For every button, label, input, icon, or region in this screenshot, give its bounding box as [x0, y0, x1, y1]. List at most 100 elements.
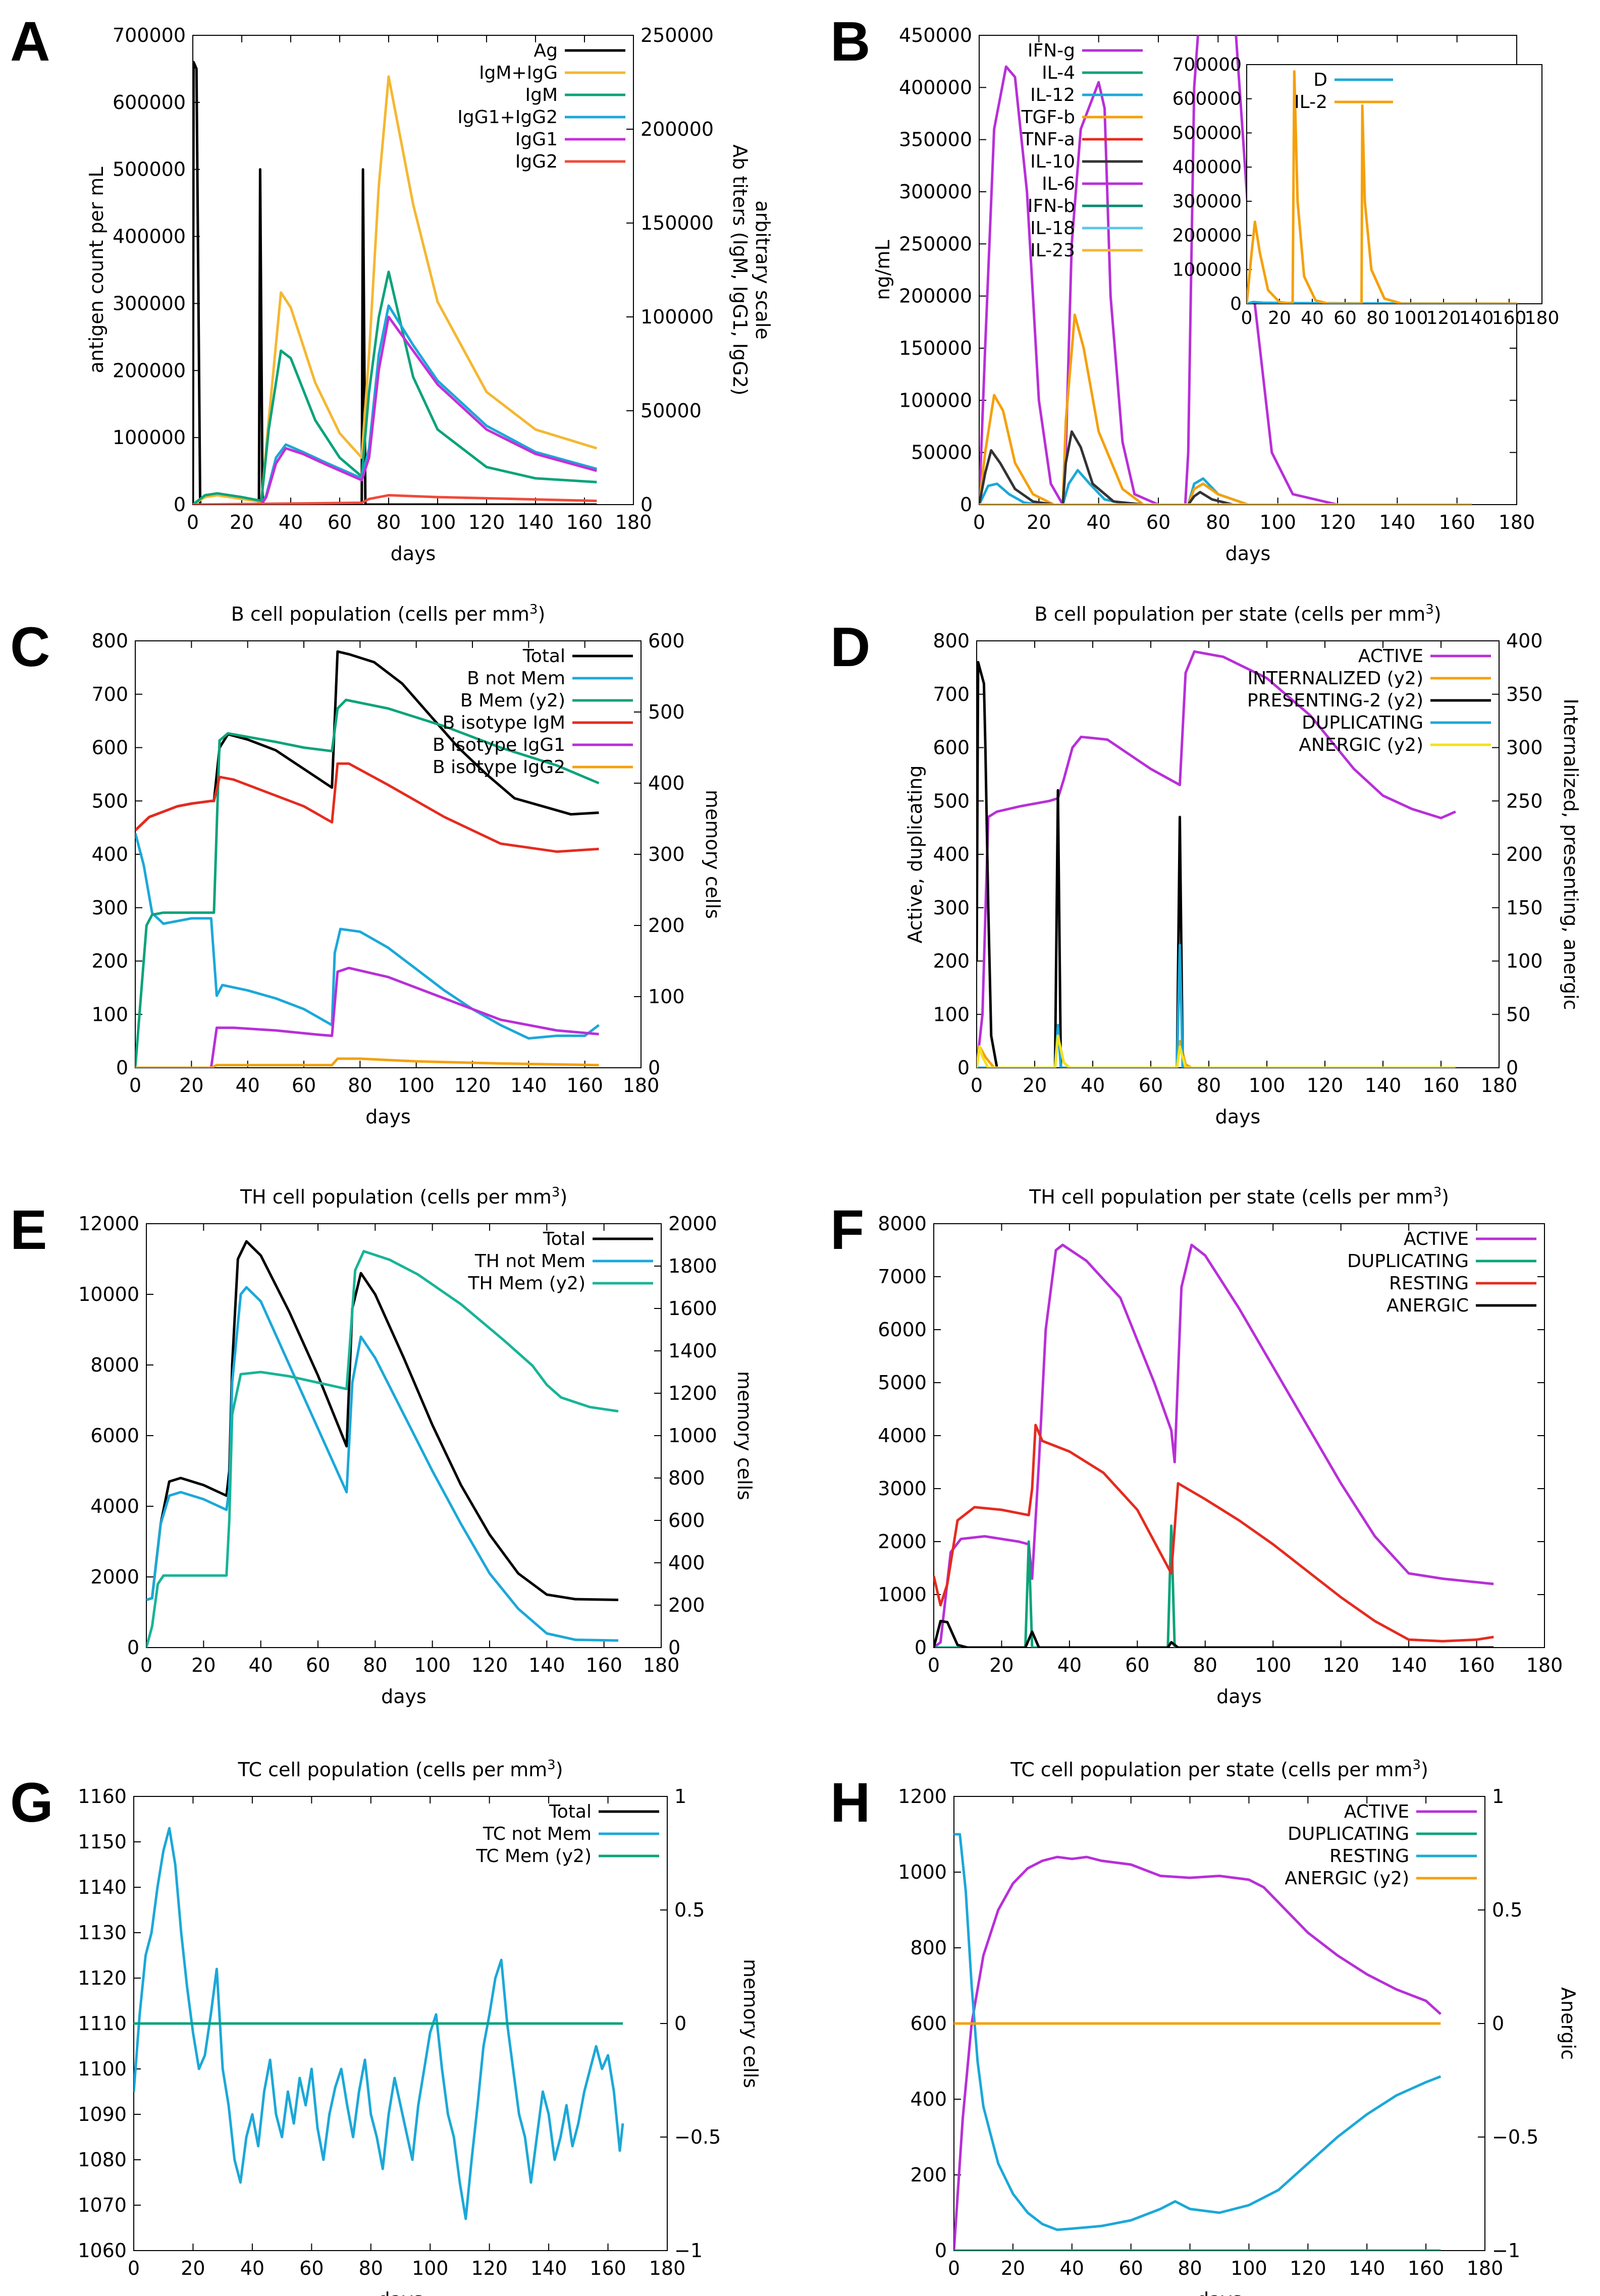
legend-label: Total: [543, 1229, 585, 1249]
y-tick-label: 800: [933, 630, 970, 652]
y-tick-label: 100: [933, 1003, 970, 1025]
x-tick-label: 20: [989, 1654, 1014, 1676]
legend-label: RESTING: [1329, 1846, 1409, 1867]
y-tick-label: 0: [127, 1636, 139, 1659]
y-tick-label: 4000: [90, 1495, 139, 1517]
x-tick-label: 120: [471, 2257, 508, 2279]
inset-y-tick-label: 100000: [1172, 259, 1242, 280]
x-tick-label: 60: [306, 1654, 330, 1676]
legend-label: ANERGIC: [1386, 1295, 1469, 1316]
y-tick-label: 1090: [78, 2103, 127, 2125]
inset-x-tick-label: 100: [1394, 308, 1428, 329]
chart-title-superscript: 3: [529, 602, 538, 617]
legend-label: ANERGIC (y2): [1285, 1868, 1409, 1889]
legend-label: IL-12: [1030, 85, 1075, 105]
y-tick-label: 0: [960, 494, 972, 516]
y2-tick-label: 200000: [641, 118, 714, 140]
y2-tick-label: 1000: [668, 1425, 717, 1447]
legend-label: IFN-b: [1028, 196, 1075, 216]
y2-axis-label: Internalized, presenting, anergic: [1560, 698, 1582, 1010]
inset-x-tick-label: 140: [1459, 308, 1494, 329]
y2-tick-label: 400: [648, 772, 685, 794]
y2-tick-label: 0: [641, 494, 653, 516]
chart-title-superscript: 3: [1425, 602, 1434, 617]
x-tick-label: 60: [299, 2257, 324, 2279]
x-axis-label: days: [378, 2288, 423, 2296]
y-tick-label: 0: [935, 2239, 947, 2262]
legend-label: ANERGIC (y2): [1299, 735, 1423, 755]
y2-tick-label: −0.5: [674, 2126, 721, 2148]
y-tick-label: 4000: [878, 1425, 927, 1447]
x-tick-label: 100: [1255, 1654, 1292, 1676]
y2-tick-label: 200: [648, 914, 685, 937]
legend-label: INTERNALIZED (y2): [1248, 668, 1423, 689]
y2-tick-label: −1: [674, 2239, 703, 2262]
inset-legend-label: D: [1313, 70, 1327, 90]
inset-y-tick-label: 0: [1230, 294, 1242, 314]
y-tick-label: 200: [910, 2164, 947, 2186]
y2-tick-label: 0.5: [674, 1899, 705, 1921]
x-tick-label: 80: [377, 511, 401, 533]
x-tick-label: 0: [973, 511, 985, 533]
series-line-il-10: [979, 430, 1472, 505]
x-tick-label: 180: [1499, 511, 1535, 533]
x-tick-label: 100: [412, 2257, 449, 2279]
x-tick-label: 20: [1001, 2257, 1025, 2279]
y2-tick-label: 100: [1506, 950, 1543, 972]
y-tick-label: 8000: [878, 1213, 927, 1235]
series-line-duplicating: [934, 1524, 1494, 1648]
y-tick-label: 400000: [899, 76, 972, 98]
chart-title-close: ): [538, 603, 545, 625]
y-tick-label: 250000: [899, 233, 972, 255]
x-tick-label: 180: [649, 2257, 686, 2279]
chart-panel-g: G TC cell population (cells per mm3) 0 20 40…: [10, 1758, 762, 2296]
x-tick-label: 80: [1178, 2257, 1202, 2279]
y-tick-label: 700: [933, 683, 970, 705]
y-tick-label: 3000: [878, 1478, 927, 1500]
y-tick-label: 200000: [899, 285, 972, 307]
inset-x-tick-label: 20: [1268, 308, 1291, 329]
y-tick-label: 6000: [878, 1319, 927, 1341]
y2-tick-label: 150: [1506, 897, 1543, 919]
series-line-resting: [954, 1833, 1442, 2231]
series-line-active: [934, 1243, 1494, 1648]
legend-label: ACTIVE: [1404, 1229, 1469, 1249]
y-tick-label: 500: [91, 790, 128, 812]
series-line-anergic: [934, 1620, 1494, 1648]
legend-label: IgG1+IgG2: [457, 107, 558, 128]
legend-label: IFN-g: [1028, 40, 1075, 61]
y-tick-label: 800: [91, 630, 128, 652]
legend-label: Total: [522, 646, 565, 667]
inset-x-tick-label: 0: [1241, 308, 1253, 329]
chart-title-close: ): [1434, 603, 1442, 625]
chart-title-text: TH cell population per state (cells per …: [1029, 1186, 1433, 1208]
x-tick-label: 160: [1438, 511, 1475, 533]
legend-label: TH not Mem: [474, 1251, 585, 1272]
chart-title: TH cell population (cells per mm3): [240, 1185, 567, 1208]
y-tick-label: 1110: [78, 2012, 127, 2035]
y-tick-label: 0: [174, 494, 186, 516]
y-axis-label: antigen count per mL: [85, 167, 108, 373]
y2-axis-label: Anergic: [1557, 1987, 1579, 2060]
x-tick-label: 100: [419, 511, 456, 533]
y2-axis-label: arbitrary scale: [752, 200, 774, 340]
y2-axis-label: memory cells: [702, 790, 724, 919]
y2-tick-label: 2000: [668, 1213, 717, 1235]
chart-title-text: TC cell population (cells per mm: [237, 1759, 547, 1781]
x-axis-label: days: [1216, 1685, 1262, 1708]
series-line-th-mem-y2-: [146, 1250, 619, 1648]
chart-title: B cell population per state (cells per m…: [1034, 602, 1441, 625]
legend-label: ACTIVE: [1344, 1801, 1409, 1822]
y2-tick-label: −0.5: [1492, 2126, 1538, 2148]
series-line-tgf-b: [979, 313, 1472, 505]
legend-label: IL-4: [1042, 63, 1075, 83]
series-line-igm: [193, 270, 597, 505]
y-tick-label: 450000: [899, 24, 972, 46]
series-line-internalized-y2-: [977, 1034, 1456, 1068]
y-tick-label: 2000: [90, 1566, 139, 1588]
y2-tick-label: 0: [1506, 1057, 1518, 1079]
legend-label: DUPLICATING: [1302, 713, 1423, 733]
legend-label: B not Mem: [467, 668, 565, 689]
